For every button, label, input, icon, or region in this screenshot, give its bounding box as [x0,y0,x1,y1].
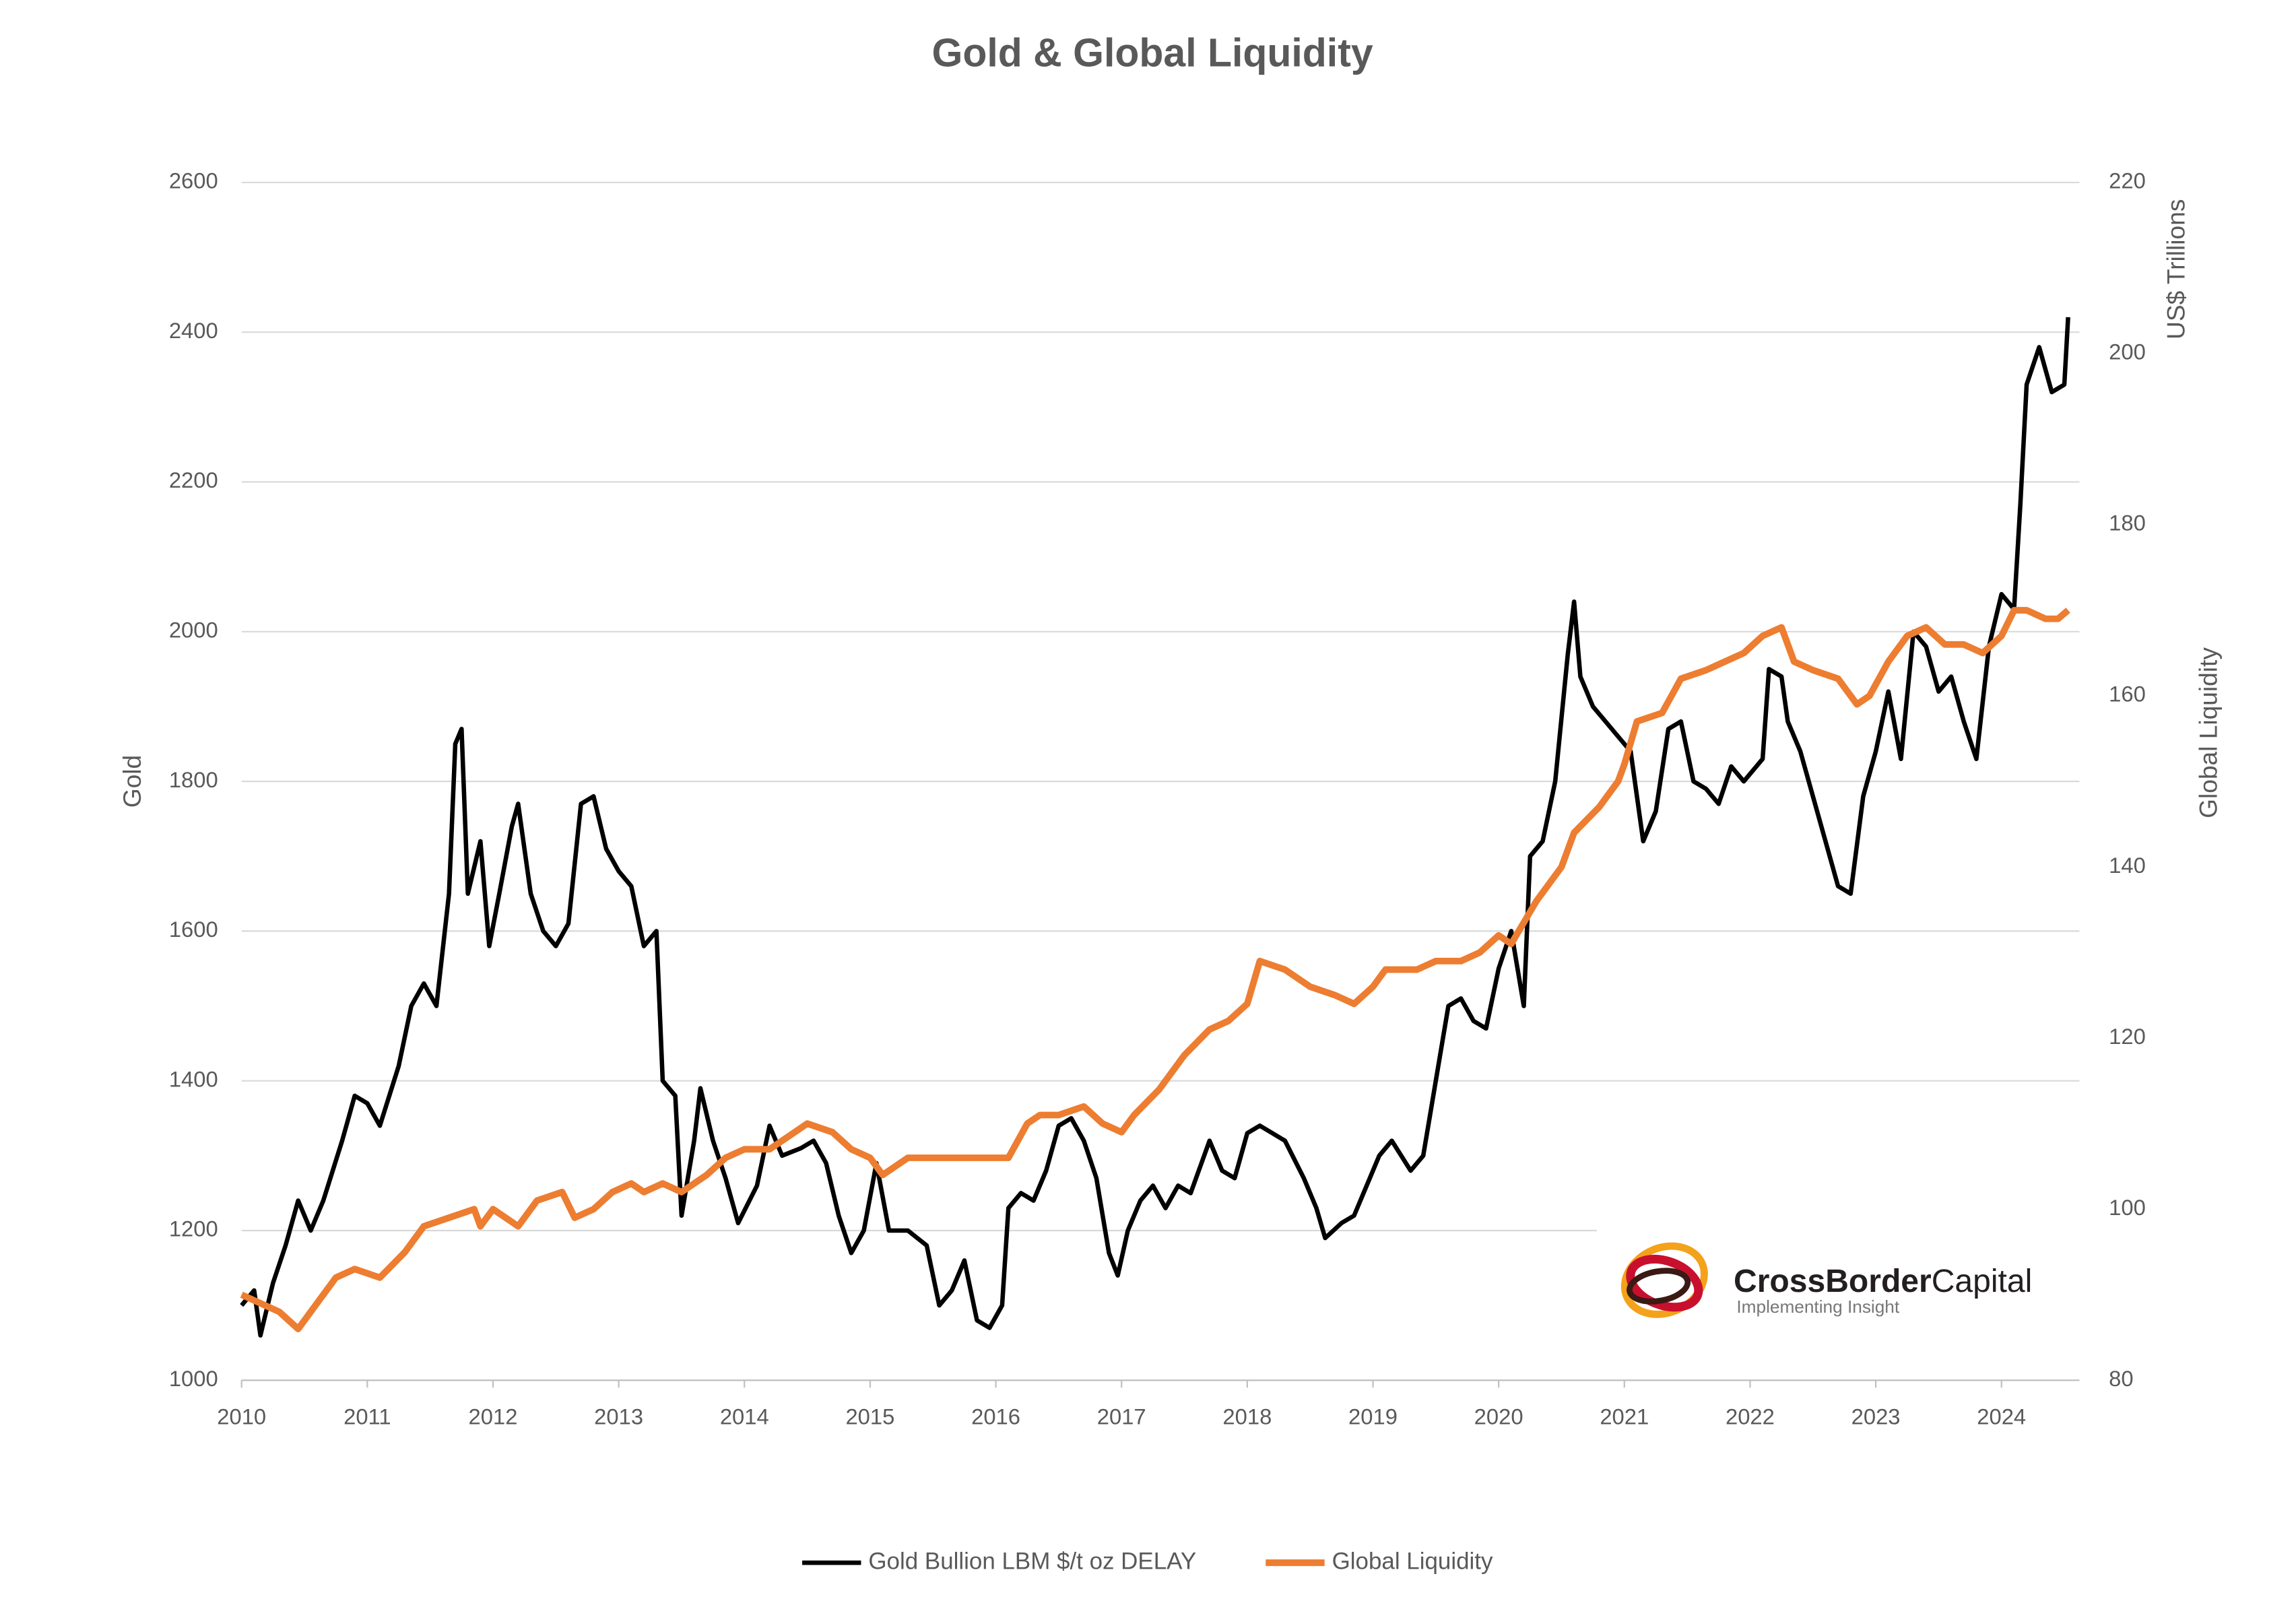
data-line [240,317,2070,1338]
grid: 1000 1200 1400 1600 1800 2000 2200 2400 2600 80 10… [169,168,2146,1429]
y-tick-label: 1800 [169,767,218,792]
x-tick-label: 2020 [1474,1404,1523,1429]
y2-axis-label: Global Liquidity [2194,647,2223,818]
y2-tick-label: 220 [2109,168,2146,193]
y-tick-label: 1400 [169,1066,218,1091]
y-tick-label: 1200 [169,1216,218,1241]
y2-tick-label: 200 [2109,339,2146,364]
logo-name-bold: CrossBorder [1734,1263,1932,1299]
y2-axis-unit: US$ Trillions [2162,199,2190,339]
x-tick-label: 2022 [1726,1404,1775,1429]
x-tick-label: 2014 [720,1404,769,1429]
chart-title: Gold & Global Liquidity [931,32,1373,75]
y-axis-label: Gold [118,755,146,808]
x-tick-label: 2010 [217,1404,266,1429]
x-tick-label: 2019 [1348,1404,1398,1429]
x-tick-label: 2018 [1222,1404,1272,1429]
y-tick-label: 1600 [169,917,218,942]
x-tick-label: 2024 [1977,1404,2026,1429]
legend-label: Gold Bullion LBM $/t oz DELAY [868,1548,1196,1574]
data-line [240,607,2070,1332]
logo-tagline: Implementing Insight [1736,1297,1899,1317]
logo: CrossBorderCapital Implementing Insight [1596,1225,2080,1341]
y-tick-label: 2200 [169,467,218,492]
plot-lines [240,317,2070,1338]
y2-tick-label: 140 [2109,853,2146,878]
y2-tick-label: 100 [2109,1195,2146,1220]
legend: Gold Bullion LBM $/t oz DELAY Global Liqu… [802,1548,1493,1574]
x-tick-label: 2013 [594,1404,643,1429]
y-tick-label: 1000 [169,1366,218,1391]
x-tick-label: 2021 [1600,1404,1649,1429]
x-tick-label: 2016 [971,1404,1020,1429]
x-tick-label: 2012 [469,1404,518,1429]
y-tick-label: 2600 [169,168,218,193]
y2-tick-label: 120 [2109,1024,2146,1049]
y2-tick-label: 160 [2109,682,2146,707]
logo-ring [1627,1268,1691,1305]
logo-name-rest: Capital [1932,1263,2033,1299]
y2-tick-label: 180 [2109,511,2146,535]
x-tick-label: 2015 [845,1404,894,1429]
logo-name: CrossBorderCapital [1734,1263,2032,1299]
y-tick-label: 2400 [169,318,218,343]
legend-label: Global Liquidity [1332,1548,1493,1574]
y-tick-label: 2000 [169,617,218,642]
x-tick-label: 2017 [1097,1404,1146,1429]
x-tick-label: 2023 [1851,1404,1901,1429]
y2-tick-label: 80 [2109,1366,2133,1391]
x-tick-label: 2011 [343,1404,391,1429]
